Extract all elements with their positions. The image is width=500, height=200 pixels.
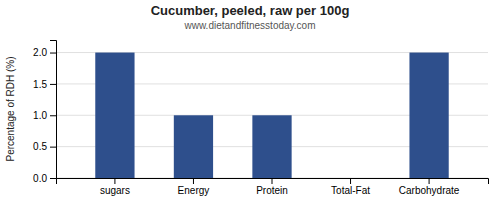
subtitle: www.dietandfitnesstoday.com	[184, 20, 316, 31]
x-tick: Protein	[256, 178, 288, 196]
x-tick-label: Total-Fat	[331, 185, 370, 196]
y-axis: 0.0 0.5 1.0 1.5 2.0	[33, 41, 56, 184]
bar	[331, 178, 370, 179]
y-tick-label: 1.5	[33, 79, 47, 90]
x-tick-label: sugars	[100, 185, 130, 196]
plot-area: 0.0 0.5 1.0 1.5 2.0 sugars Energy Protein Total-…	[33, 41, 488, 197]
x-tick-mark	[350, 178, 351, 184]
y-tick: 1.5	[33, 79, 56, 90]
x-axis-line	[57, 179, 489, 185]
x-tick-mark	[193, 178, 194, 184]
y-tick: 0.0	[33, 173, 56, 184]
x-axis: sugars Energy Protein Total-Fat Carbohydrate	[57, 178, 489, 196]
y-axis-line	[50, 41, 57, 179]
grid	[56, 53, 488, 178]
y-tick-label: 0.5	[33, 141, 47, 152]
bars	[95, 53, 448, 178]
y-tick-mark	[50, 115, 56, 116]
bar	[252, 115, 291, 178]
y-tick-label: 0.0	[33, 173, 47, 184]
y-tick: 0.5	[33, 141, 56, 152]
x-tick: sugars	[100, 178, 130, 196]
y-tick: 1.0	[33, 110, 56, 121]
bar	[409, 53, 448, 178]
title: Cucumber, peeled, raw per 100g	[151, 3, 350, 18]
x-tick-label: Carbohydrate	[399, 185, 460, 196]
x-tick-label: Energy	[178, 185, 210, 196]
y-tick-mark	[50, 178, 56, 179]
chart-svg: Cucumber, peeled, raw per 100g www.dietan…	[0, 0, 500, 200]
chart-container: Cucumber, peeled, raw per 100g www.dietan…	[0, 0, 500, 200]
y-tick-mark	[50, 84, 56, 85]
y-tick-mark	[50, 147, 56, 148]
y-tick: 2.0	[33, 47, 56, 58]
x-tick: Energy	[178, 178, 210, 196]
y-axis-title: Percentage of RDH (%)	[5, 56, 16, 161]
x-tick-mark	[429, 178, 430, 184]
y-tick-label: 1.0	[33, 110, 47, 121]
x-tick: Total-Fat	[331, 178, 370, 196]
y-tick-label: 2.0	[33, 47, 47, 58]
y-tick-mark	[50, 53, 56, 54]
x-tick-label: Protein	[256, 185, 288, 196]
x-tick: Carbohydrate	[399, 178, 460, 196]
bar	[95, 53, 134, 178]
x-tick-mark	[114, 178, 115, 184]
bar	[174, 115, 213, 178]
x-tick-mark	[272, 178, 273, 184]
